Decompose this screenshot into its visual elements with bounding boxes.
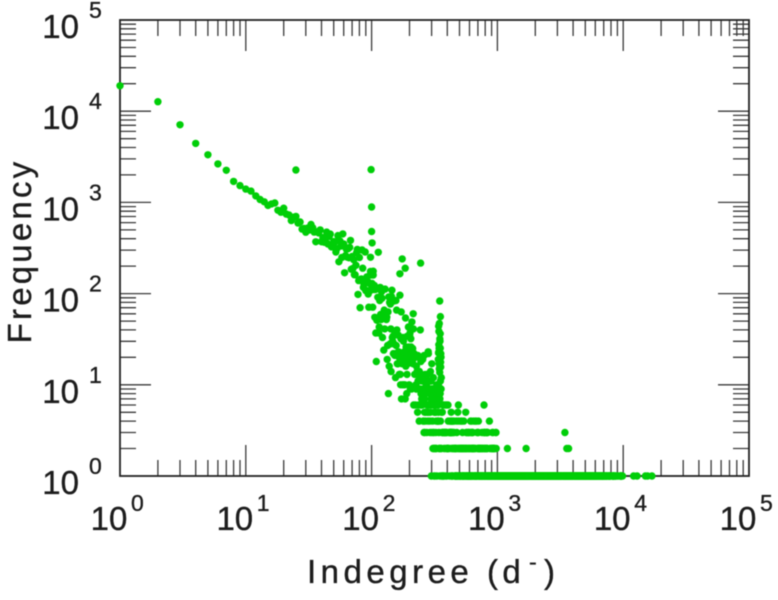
svg-text:4: 4 (634, 490, 647, 516)
svg-text:2: 2 (89, 271, 102, 297)
svg-text:3: 3 (508, 490, 521, 516)
svg-text:4: 4 (89, 88, 102, 114)
svg-text:10: 10 (42, 282, 79, 319)
svg-text:3: 3 (89, 179, 102, 205)
svg-text:5: 5 (760, 490, 773, 516)
svg-text:10: 10 (42, 373, 79, 410)
svg-text:10: 10 (42, 99, 79, 136)
svg-text:): ) (544, 553, 555, 590)
svg-text:10: 10 (720, 500, 757, 537)
svg-text:Indegree (d: Indegree (d (307, 553, 525, 590)
svg-text:-: - (529, 549, 537, 575)
svg-text:2: 2 (383, 490, 396, 516)
svg-text:10: 10 (42, 190, 79, 227)
svg-text:10: 10 (91, 500, 128, 537)
svg-text:1: 1 (89, 362, 102, 388)
svg-text:10: 10 (468, 500, 505, 537)
svg-text:10: 10 (42, 464, 79, 501)
svg-text:10: 10 (342, 500, 379, 537)
svg-text:10: 10 (216, 500, 253, 537)
svg-text:0: 0 (131, 490, 144, 516)
svg-text:Frequency: Frequency (1, 159, 38, 344)
svg-text:1: 1 (257, 490, 270, 516)
svg-text:5: 5 (89, 0, 102, 23)
svg-text:10: 10 (42, 8, 79, 45)
svg-text:10: 10 (594, 500, 631, 537)
svg-text:0: 0 (89, 453, 102, 479)
